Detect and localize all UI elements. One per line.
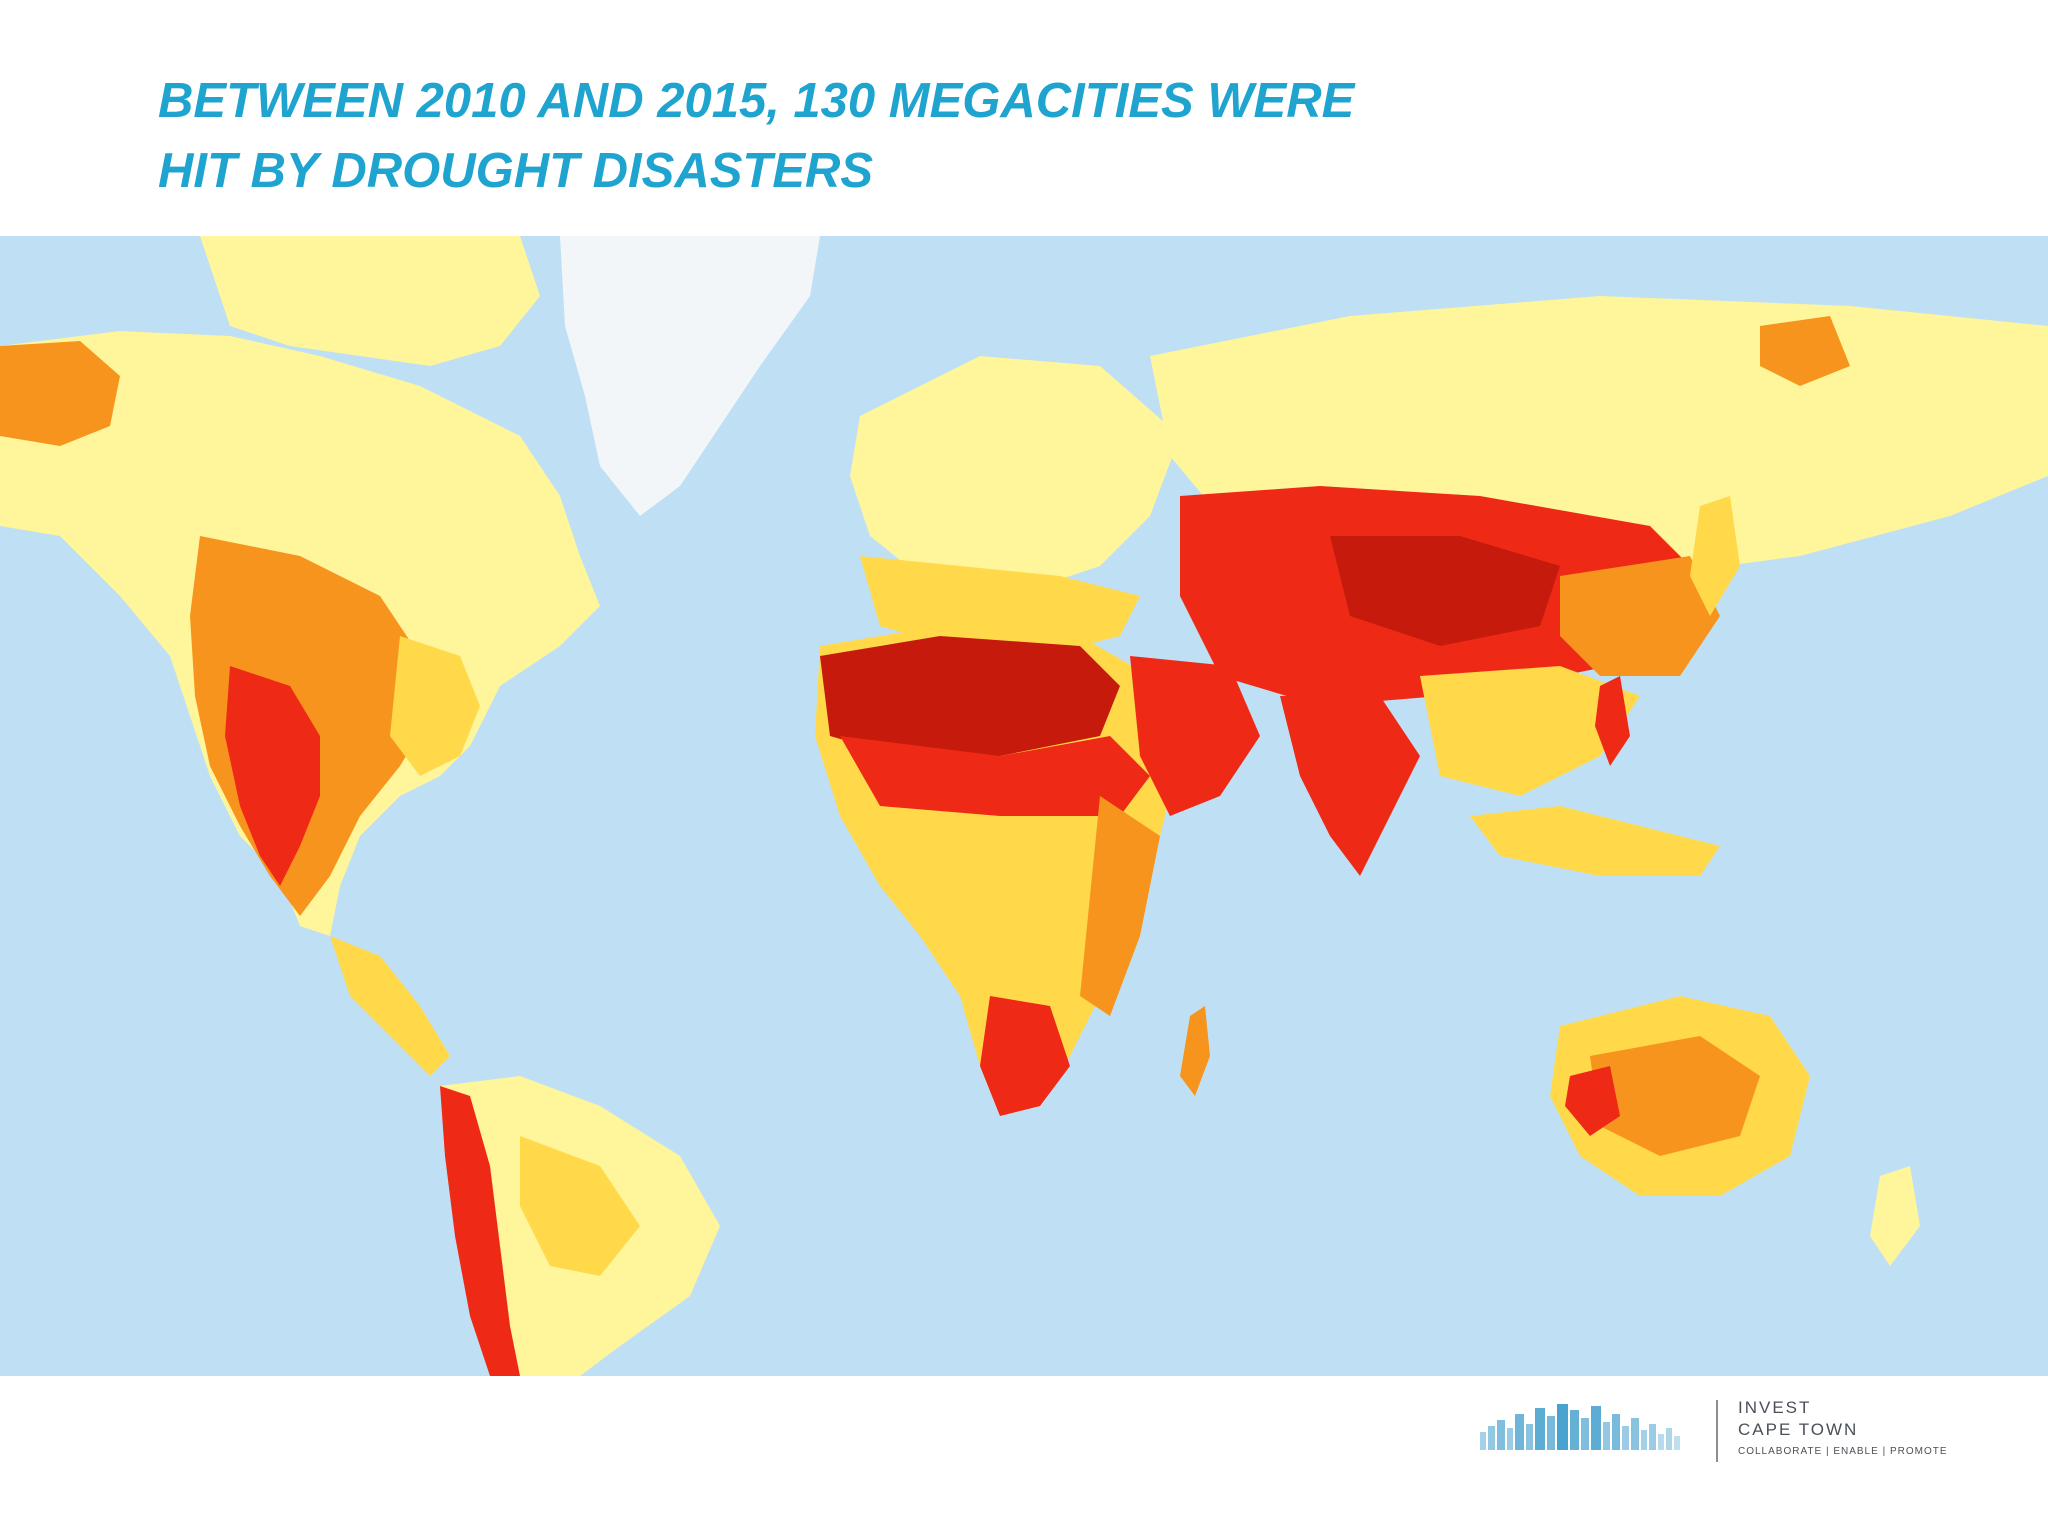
kamchatka-dry xyxy=(1760,316,1850,386)
sahel-high xyxy=(840,736,1150,816)
new-zealand xyxy=(1870,1166,1920,1266)
north-america-southwest-high xyxy=(225,666,320,886)
city-skyline-icon xyxy=(1480,1404,1680,1450)
slide-title: BETWEEN 2010 AND 2015, 130 MEGACITIES WE… xyxy=(158,66,1758,206)
slide-footer xyxy=(0,1376,2048,1536)
central-america xyxy=(330,936,450,1076)
australia-interior-dry xyxy=(1590,1036,1760,1156)
invest-cape-town-logo: INVEST CAPE TOWN COLLABORATE | ENABLE | … xyxy=(1480,1390,2000,1490)
south-america-west-coast xyxy=(440,1086,520,1376)
madagascar xyxy=(1180,1006,1210,1096)
sahara-extreme xyxy=(820,636,1120,756)
slide-title-line-2: HIT BY DROUGHT DISASTERS xyxy=(158,144,874,198)
arctic-islands xyxy=(200,236,540,366)
logo-text-invest: INVEST xyxy=(1738,1398,1812,1417)
world-drought-risk-map xyxy=(0,236,2048,1376)
southeast-asia xyxy=(1420,666,1640,796)
east-africa-dry xyxy=(1080,796,1160,1016)
southern-africa-high xyxy=(980,996,1070,1116)
greenland xyxy=(560,236,820,516)
philippines xyxy=(1595,676,1630,766)
west-china-extreme xyxy=(1330,536,1560,646)
alaska-dry xyxy=(0,341,120,446)
north-america-east xyxy=(390,636,480,776)
australia-west-high xyxy=(1565,1066,1620,1136)
india xyxy=(1280,696,1420,876)
south-america-interior xyxy=(520,1136,640,1276)
logo-divider xyxy=(1716,1400,1718,1462)
indonesia xyxy=(1470,806,1720,876)
slide-title-line-1: BETWEEN 2010 AND 2015, 130 MEGACITIES WE… xyxy=(158,74,1355,128)
arabian-peninsula xyxy=(1130,656,1260,816)
europe xyxy=(850,356,1180,596)
japan xyxy=(1690,496,1740,616)
logo-tagline: COLLABORATE | ENABLE | PROMOTE xyxy=(1738,1446,1948,1457)
east-asia-dry xyxy=(1560,556,1720,676)
logo-text-cape-town: CAPE TOWN xyxy=(1738,1420,1859,1439)
